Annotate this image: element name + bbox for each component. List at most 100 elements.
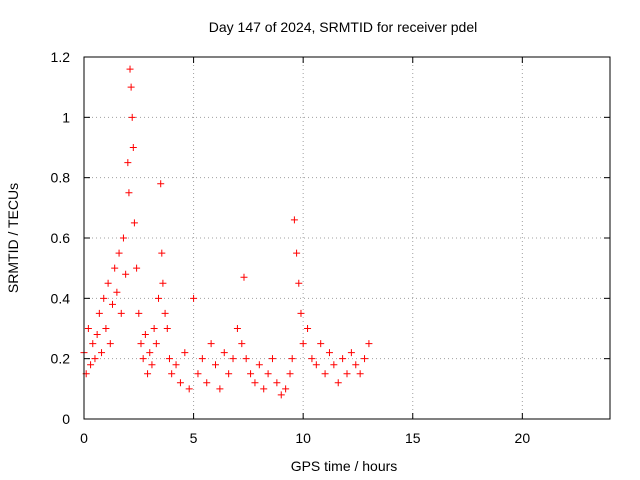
data-point [282, 385, 290, 393]
data-point [260, 385, 268, 393]
y-tick-label: 1.2 [51, 49, 71, 65]
y-tick-label: 0 [62, 411, 70, 427]
data-point [295, 279, 303, 287]
data-point [225, 370, 233, 378]
data-point [277, 391, 285, 399]
data-point [304, 325, 312, 332]
data-point [321, 370, 329, 378]
data-point [251, 379, 259, 387]
data-point [130, 219, 138, 227]
data-point [299, 340, 307, 348]
data-point [89, 340, 97, 348]
data-point [176, 379, 184, 387]
data-point [84, 325, 92, 332]
data-point [233, 325, 241, 332]
data-point [159, 279, 167, 287]
data-point [343, 370, 351, 378]
chart-title: Day 147 of 2024, SRMTID for receiver pde… [209, 19, 477, 35]
data-point [347, 349, 355, 357]
data-point [207, 340, 215, 348]
data-point [139, 355, 147, 363]
data-point [104, 279, 112, 287]
data-point [242, 355, 250, 363]
data-point [365, 340, 373, 348]
grid-lines [84, 56, 610, 419]
data-point [137, 340, 145, 348]
data-point [124, 159, 132, 167]
data-point [157, 180, 165, 188]
data-point [163, 325, 171, 332]
x-axis-label: GPS time / hours [291, 458, 398, 474]
data-point [356, 370, 364, 378]
data-point [288, 355, 296, 363]
data-point [168, 370, 176, 378]
data-point [93, 331, 101, 339]
data-point [155, 294, 163, 302]
data-point [352, 361, 360, 369]
data-point [148, 361, 156, 369]
data-point [212, 361, 219, 369]
data-point [91, 355, 99, 363]
data-point [102, 325, 110, 332]
x-tick-label: 5 [190, 430, 198, 446]
data-point [106, 340, 114, 348]
data-point [339, 355, 347, 363]
y-tick-label: 0.8 [51, 170, 71, 186]
data-point [144, 370, 152, 378]
data-point [117, 309, 125, 317]
y-tick-label: 0.6 [51, 230, 71, 246]
data-point [198, 355, 206, 363]
data-point [312, 361, 320, 369]
tick-labels: 0 0.2 0.4 0.6 0.8 1 1.2 0 5 10 15 20 [51, 49, 531, 446]
data-point [119, 234, 127, 242]
x-tick-label: 15 [405, 430, 421, 446]
data-point [330, 361, 338, 369]
data-point [325, 349, 333, 357]
data-point [181, 349, 189, 357]
data-point [150, 325, 158, 332]
data-point [334, 379, 342, 387]
data-point [203, 379, 211, 387]
data-point [87, 361, 95, 369]
data-point [273, 379, 281, 387]
data-point [126, 65, 134, 73]
data-point [125, 189, 133, 197]
data-point [194, 370, 202, 378]
y-tick-label: 1 [62, 109, 70, 125]
x-tick-label: 10 [295, 430, 311, 446]
data-point [255, 361, 263, 369]
data-point [161, 309, 169, 317]
data-point [122, 270, 130, 278]
data-point [361, 355, 369, 363]
data-point [135, 309, 143, 317]
data-point [115, 249, 123, 257]
data-point [185, 385, 193, 393]
data-point [290, 216, 298, 224]
axis-ticks [83, 56, 610, 420]
data-point [240, 273, 248, 281]
data-point [113, 288, 121, 296]
data-point [108, 300, 116, 308]
data-point [129, 144, 137, 151]
data-point [111, 264, 119, 272]
data-point [158, 249, 166, 257]
data-point [247, 370, 255, 378]
data-point [133, 264, 141, 272]
data-point [98, 349, 106, 357]
x-tick-label: 0 [80, 430, 88, 446]
data-point [220, 349, 228, 357]
data-point [238, 340, 246, 348]
x-tick-label: 20 [515, 430, 531, 446]
data-point [95, 309, 103, 317]
y-tick-label: 0.2 [51, 351, 71, 367]
data-point [165, 355, 173, 363]
data-point [141, 331, 149, 339]
data-point [308, 355, 316, 363]
data-point [216, 385, 224, 393]
data-point [317, 340, 325, 348]
data-point [172, 361, 180, 369]
data-point [146, 349, 154, 357]
data-point [286, 370, 294, 378]
data-point [100, 294, 108, 302]
